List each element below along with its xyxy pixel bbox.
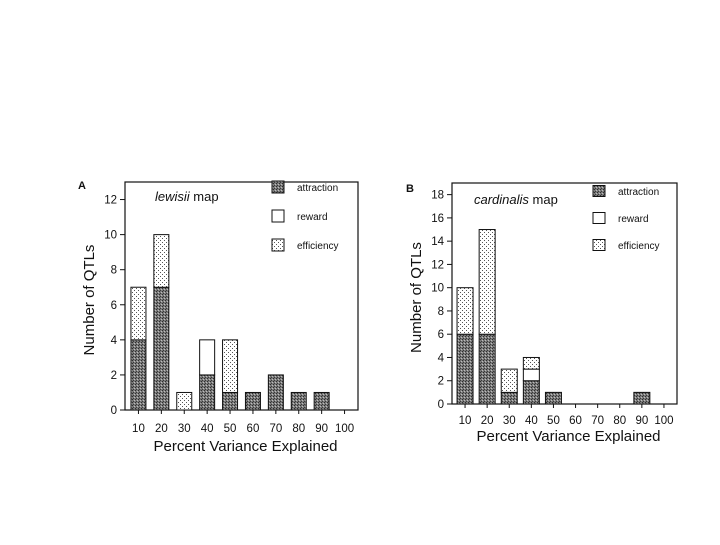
x-tick-label: 40	[525, 415, 538, 427]
bar-efficiency-50	[222, 339, 239, 393]
legend-label-reward: reward	[618, 214, 649, 225]
bar-efficiency-30	[500, 368, 518, 393]
bar-reward-40	[199, 339, 216, 376]
legend-label-attraction: attraction	[297, 183, 338, 194]
legend-label-efficiency: efficiency	[297, 241, 339, 252]
x-tick-label: 50	[547, 415, 560, 427]
y-tick-label: 16	[431, 213, 444, 225]
y-tick-label: 14	[431, 236, 444, 248]
bar-attraction-90	[313, 391, 330, 411]
bar-attraction-10	[130, 339, 147, 411]
y-tick-label: 10	[431, 283, 444, 295]
bar-attraction-60	[244, 391, 261, 411]
x-tick-label: 90	[635, 415, 648, 427]
y-tick-label: 0	[438, 399, 444, 411]
legend-swatch-reward	[271, 209, 285, 223]
bar-efficiency-20	[153, 234, 170, 288]
x-tick-label: 20	[481, 415, 494, 427]
x-tick-label: 100	[654, 415, 673, 427]
y-tick-label: 2	[111, 370, 117, 382]
y-tick-label: 8	[111, 265, 117, 277]
x-tick-label: 90	[315, 423, 328, 435]
map-title-italic: cardinalis	[474, 192, 529, 207]
map-title-italic: lewisii	[155, 189, 191, 204]
bar-attraction-20	[478, 333, 496, 405]
x-tick-label: 30	[178, 423, 191, 435]
x-tick-label: 70	[269, 423, 282, 435]
y-tick-label: 18	[431, 190, 444, 202]
legend-label-attraction: attraction	[618, 187, 659, 198]
x-tick-label: 60	[569, 415, 582, 427]
x-tick-label: 40	[201, 423, 214, 435]
legend-label-reward: reward	[297, 212, 328, 223]
panel-letter: A	[78, 180, 86, 192]
bar-efficiency-30	[176, 391, 193, 411]
x-tick-label: 20	[155, 423, 168, 435]
y-tick-label: 6	[438, 329, 444, 341]
legend-label-efficiency: efficiency	[618, 241, 660, 252]
bar-attraction-40	[522, 380, 540, 405]
bar-attraction-10	[456, 333, 474, 405]
bar-efficiency-40	[522, 356, 540, 370]
y-tick-label: 12	[104, 195, 117, 207]
x-tick-label: 10	[132, 423, 145, 435]
bar-attraction-80	[290, 391, 307, 411]
y-tick-label: 0	[111, 405, 117, 417]
y-axis-title: Number of QTLs	[81, 245, 98, 356]
y-axis-title: Number of QTLs	[408, 242, 425, 353]
map-title-rest: map	[190, 189, 219, 204]
y-tick-label: 4	[438, 352, 445, 364]
y-tick-label: 8	[438, 306, 444, 318]
bar-attraction-70	[267, 374, 284, 411]
bar-attraction-50	[222, 391, 239, 411]
y-tick-label: 4	[111, 335, 118, 347]
y-tick-label: 2	[438, 376, 444, 388]
legend-swatch-efficiency	[592, 239, 606, 251]
y-tick-label: 6	[111, 300, 117, 312]
plot-frame	[451, 182, 678, 405]
bar-attraction-40	[199, 374, 216, 411]
bar-reward-40	[522, 368, 540, 382]
x-tick-label: 60	[247, 423, 260, 435]
x-tick-label: 30	[503, 415, 516, 427]
bar-attraction-20	[153, 286, 170, 411]
legend-swatch-attraction	[271, 180, 285, 194]
bar-efficiency-20	[478, 229, 496, 335]
x-tick-label: 80	[292, 423, 305, 435]
y-tick-label: 12	[431, 259, 444, 271]
x-axis-title: Percent Variance Explained	[154, 438, 338, 455]
map-title-rest: map	[529, 192, 558, 207]
x-tick-label: 10	[459, 415, 472, 427]
bar-efficiency-10	[130, 286, 147, 341]
x-tick-label: 80	[613, 415, 626, 427]
bar-attraction-30	[500, 391, 518, 405]
y-tick-label: 10	[104, 230, 117, 242]
legend-swatch-efficiency	[271, 238, 285, 252]
panel-letter: B	[406, 183, 414, 195]
x-tick-label: 70	[591, 415, 604, 427]
bar-attraction-90	[633, 391, 651, 405]
map-title: lewisii map	[155, 189, 219, 204]
bar-attraction-50	[544, 391, 562, 405]
map-title: cardinalis map	[474, 192, 558, 207]
bar-efficiency-10	[456, 287, 474, 335]
x-axis-title: Percent Variance Explained	[477, 428, 661, 445]
legend-swatch-attraction	[592, 185, 606, 197]
x-tick-label: 100	[335, 423, 354, 435]
plot-frame	[124, 181, 359, 411]
x-tick-label: 50	[224, 423, 237, 435]
legend-swatch-reward	[592, 212, 606, 224]
